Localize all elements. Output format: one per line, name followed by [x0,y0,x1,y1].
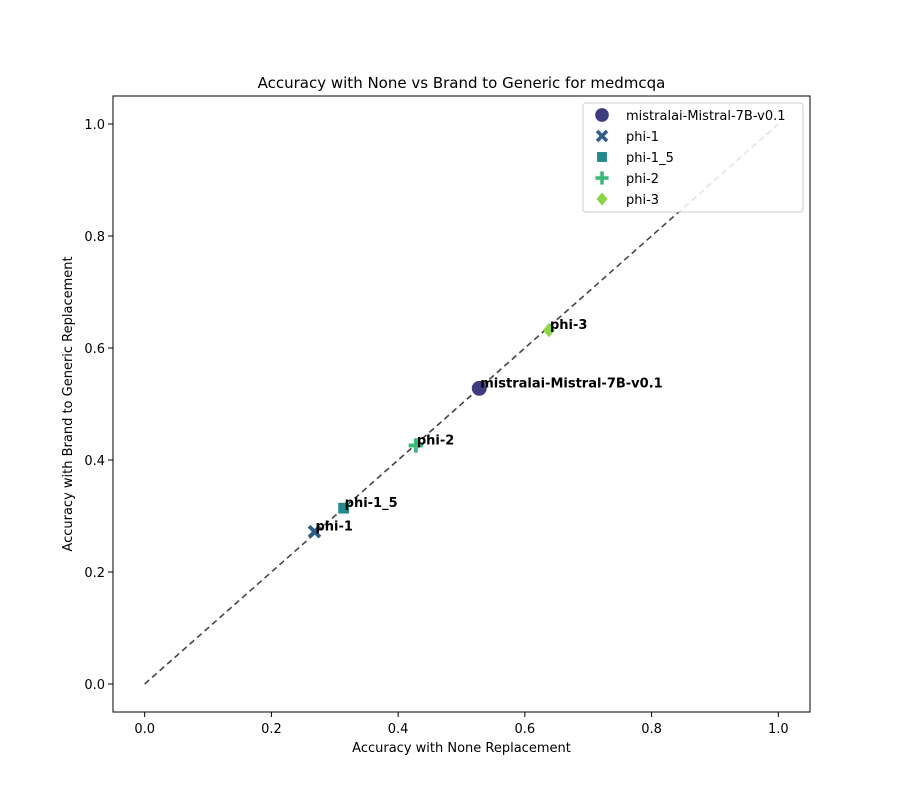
point-label-phi-3: phi-3 [550,318,587,333]
data-point-phi-1_5 [338,502,350,514]
reference-line [144,123,779,685]
data-points [307,322,555,539]
point-label-mistralai-Mistral-7B-v0.1: mistralai-Mistral-7B-v0.1 [480,376,662,391]
x-tick-label: 1.0 [768,722,789,737]
point-labels: mistralai-Mistral-7B-v0.1 phi-1 phi-1_5 phi… [315,318,662,535]
point-label-phi-1_5: phi-1_5 [345,496,398,511]
x-tick-label: 0.4 [388,722,409,737]
legend-marker-phi-2 [595,171,609,185]
x-axis-ticks: 0.0 0.2 0.4 0.6 0.8 1.0 [134,712,789,737]
data-point-phi-2 [408,438,424,453]
y-tick-label: 0.0 [84,678,105,693]
point-label-phi-2: phi-2 [417,433,454,448]
legend: mistralai-Mistral-7B-v0.1 phi-1 phi-1_5phi… [582,102,804,213]
legend-marker-phi-3 [596,192,608,206]
x-tick-label: 0.8 [641,722,662,737]
legend-entry-phi-1_5: phi-1_5 [626,151,674,166]
y-tick-label: 0.6 [84,342,105,357]
legend-marker-phi-1 [595,129,609,143]
data-point-phi-3 [542,322,555,338]
legend-box [582,102,804,213]
legend-entry-phi-2: phi-2 [626,172,659,187]
data-point-mistralai-Mistral-7B-v0.1 [471,380,487,396]
y-tick-label: 0.4 [84,454,105,469]
y-tick-label: 0.2 [84,566,105,581]
x-tick-label: 0.6 [515,722,536,737]
x-tick-label: 0.0 [134,722,155,737]
y-axis-ticks: 0.0 0.2 0.4 0.6 0.8 1.0 [84,118,113,693]
x-tick-label: 0.2 [261,722,282,737]
data-point-phi-1 [307,524,322,539]
legend-entry-phi-3: phi-3 [626,193,659,208]
point-label-phi-1: phi-1 [315,520,352,535]
legend-marker-phi-1_5 [597,152,607,162]
x-axis-label: Accuracy with None Replacement [352,741,571,756]
legend-marker-mistralai-Mistral-7B-v0.1 [595,108,609,122]
y-axis-label: Accuracy with Brand to Generic Replaceme… [61,256,76,551]
legend-entry-phi-1: phi-1 [626,130,659,145]
chart-title: Accuracy with None vs Brand to Generic f… [258,74,666,92]
y-tick-label: 0.8 [84,230,105,245]
legend-entry-mistralai-Mistral-7B-v0.1: mistralai-Mistral-7B-v0.1 [626,109,786,124]
diagonal-reference-line [144,123,779,685]
y-tick-label: 1.0 [84,118,105,133]
